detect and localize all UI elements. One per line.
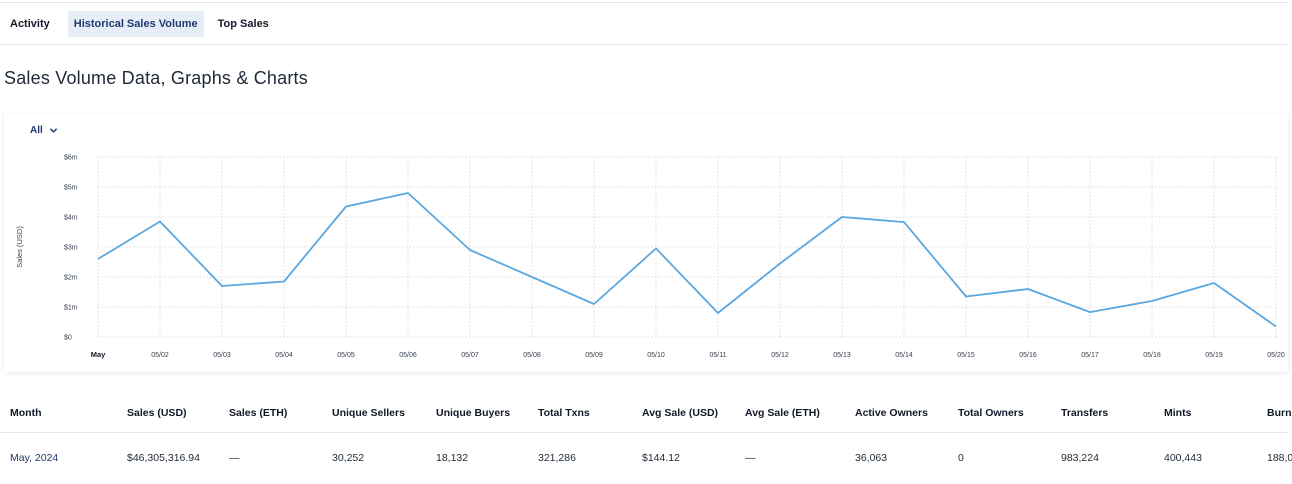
x-tick-label: 05/11	[710, 352, 727, 359]
y-tick-label: $5m	[64, 185, 78, 192]
data-point[interactable]	[220, 284, 225, 289]
x-tick-label: 05/03	[213, 352, 231, 359]
table-cell: 0	[958, 452, 964, 464]
x-tick-label: 05/18	[1143, 352, 1161, 359]
table-header: Month Sales (USD) Sales (ETH) Unique Seller…	[0, 395, 1292, 433]
chart-card: All $0 $1m $2m $3m $4m $5m $6m May 05/02 05/03 05…	[4, 113, 1288, 372]
data-point[interactable]	[654, 246, 659, 251]
sales-volume-line-chart: $0 $1m $2m $3m $4m $5m $6m May 05/02 05/03 05/04 0…	[15, 155, 1285, 360]
y-tick-label: $4m	[64, 215, 78, 222]
y-tick-label: $6m	[64, 155, 78, 162]
series-line	[96, 191, 1279, 329]
data-point[interactable]	[530, 275, 535, 280]
column-header[interactable]: Total Txns	[538, 407, 590, 419]
table-cell: 321,286	[538, 452, 576, 464]
column-header[interactable]: Mints	[1164, 407, 1192, 419]
data-point[interactable]	[1150, 299, 1155, 304]
data-point[interactable]	[778, 261, 783, 266]
column-header[interactable]: Unique Sellers	[332, 407, 405, 419]
y-tick-label: $1m	[64, 305, 78, 312]
x-tick-label: 05/04	[275, 352, 293, 359]
tab-historical-sales-volume[interactable]: Historical Sales Volume	[67, 11, 204, 37]
table-cell: —	[229, 452, 240, 464]
data-point[interactable]	[96, 257, 101, 262]
data-point[interactable]	[406, 191, 411, 196]
table-cell: —	[745, 452, 756, 464]
x-tick-label: 05/20	[1267, 352, 1285, 359]
column-header[interactable]: Burn	[1267, 407, 1292, 419]
y-tick-label: $0	[64, 335, 72, 342]
x-tick-label: 05/13	[833, 352, 851, 359]
x-tick-label: 05/10	[647, 352, 665, 359]
data-point[interactable]	[1274, 324, 1279, 329]
table-cell: 30,252	[332, 452, 365, 464]
data-point[interactable]	[840, 215, 845, 220]
column-header[interactable]: Avg Sale (ETH)	[745, 407, 820, 419]
table-row: May, 2024 $46,305,316.94 — 30,252 18,132 321,…	[0, 452, 1292, 472]
column-header[interactable]: Sales (USD)	[127, 407, 187, 419]
data-point[interactable]	[158, 219, 163, 224]
table-header-divider	[0, 432, 1288, 433]
x-tick-label: May	[91, 350, 106, 359]
table-cell: 188,0	[1267, 452, 1292, 464]
top-border	[0, 2, 1288, 3]
y-tick-label: $2m	[64, 275, 78, 282]
x-tick-label: 05/12	[771, 352, 789, 359]
table-cell: 400,443	[1164, 452, 1202, 464]
filter-dropdown[interactable]: All	[30, 125, 58, 136]
tab-bar: Activity Historical Sales Volume Top Sal…	[0, 11, 283, 37]
column-header[interactable]: Unique Buyers	[436, 407, 511, 419]
data-point[interactable]	[282, 279, 287, 284]
x-tick-label: 05/08	[523, 352, 541, 359]
table-cell: 983,224	[1061, 452, 1099, 464]
x-tick-label: 05/09	[585, 352, 603, 359]
month-link[interactable]: May, 2024	[10, 452, 59, 464]
page-title: Sales Volume Data, Graphs & Charts	[4, 68, 308, 88]
tab-divider	[0, 44, 1288, 45]
column-header[interactable]: Active Owners	[855, 407, 928, 419]
y-tick-label: $3m	[64, 245, 78, 252]
table-cell: $46,305,316.94	[127, 452, 200, 464]
data-point[interactable]	[468, 248, 473, 253]
tab-top-sales[interactable]: Top Sales	[217, 18, 269, 30]
filter-label: All	[30, 125, 43, 136]
x-axis-ticks: May 05/02 05/03 05/04 05/05 05/06 05/07 05/08 05…	[91, 350, 1285, 359]
table-cell: 18,132	[436, 452, 469, 464]
data-point[interactable]	[592, 302, 597, 307]
series-polyline	[97, 192, 1277, 328]
x-tick-label: 05/05	[337, 352, 355, 359]
sales-table: Month Sales (USD) Sales (ETH) Unique Seller…	[0, 395, 1292, 433]
x-tick-label: 05/17	[1081, 352, 1099, 359]
column-header[interactable]: Avg Sale (USD)	[642, 407, 719, 419]
data-point[interactable]	[716, 311, 721, 316]
table-cell: $144.12	[642, 452, 680, 464]
y-axis-ticks: $0 $1m $2m $3m $4m $5m $6m	[64, 155, 78, 342]
data-point[interactable]	[902, 220, 907, 225]
x-tick-label: 05/06	[399, 352, 417, 359]
table-cell: 36,063	[855, 452, 888, 464]
x-tick-label: 05/07	[461, 352, 479, 359]
data-point[interactable]	[964, 294, 969, 299]
x-tick-label: 05/02	[151, 352, 169, 359]
chart-grid	[97, 156, 1277, 338]
chevron-down-icon	[49, 126, 58, 135]
x-tick-label: 05/16	[1019, 352, 1037, 359]
column-header[interactable]: Total Owners	[958, 407, 1024, 419]
y-axis-label: Sales (USD)	[15, 226, 24, 268]
x-tick-label: 05/14	[895, 352, 913, 359]
x-tick-label: 05/19	[1205, 352, 1223, 359]
x-tick-label: 05/15	[957, 352, 975, 359]
data-point[interactable]	[1088, 310, 1093, 315]
data-point[interactable]	[1212, 281, 1217, 286]
data-point[interactable]	[1026, 287, 1031, 292]
column-header[interactable]: Month	[10, 407, 42, 419]
column-header[interactable]: Sales (ETH)	[229, 407, 288, 419]
tab-activity[interactable]: Activity	[10, 18, 50, 30]
column-header[interactable]: Transfers	[1061, 407, 1109, 419]
data-point[interactable]	[344, 204, 349, 209]
